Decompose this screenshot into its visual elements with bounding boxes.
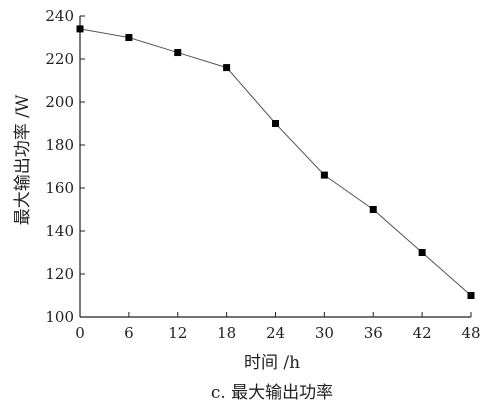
- data-series: [76, 25, 475, 299]
- y-tick-label: 180: [45, 136, 74, 154]
- tick-labels: 0 6 12 18 24 30 36 42 48 100 120 140 160 180 200 220 240: [45, 7, 480, 342]
- y-tick-label: 100: [45, 308, 74, 326]
- data-point: [125, 34, 133, 41]
- x-tick-label: 36: [364, 324, 383, 342]
- x-tick-label: 42: [413, 324, 432, 342]
- y-tick-label: 160: [45, 179, 74, 197]
- data-point: [467, 292, 475, 299]
- data-point: [369, 206, 377, 213]
- x-axis-label: 时间 /h: [244, 353, 300, 373]
- y-tick-label: 140: [45, 222, 74, 240]
- data-point: [174, 49, 182, 57]
- data-point: [76, 25, 84, 33]
- y-axis-label: 最大输出功率 /W: [13, 94, 33, 225]
- x-tick-label: 18: [217, 324, 236, 342]
- x-tick-label: 12: [168, 324, 187, 342]
- y-tick-label: 220: [45, 50, 74, 68]
- x-tick-label: 0: [75, 324, 85, 342]
- x-tick-label: 6: [124, 324, 134, 342]
- figure-caption: c. 最大输出功率: [211, 383, 333, 403]
- series-line: [79, 28, 472, 296]
- y-tick-label: 240: [45, 7, 74, 25]
- axes: [79, 16, 471, 318]
- data-point: [418, 249, 426, 256]
- tick-marks: [79, 15, 472, 318]
- x-tick-label: 30: [315, 324, 334, 342]
- y-tick-label: 120: [45, 265, 74, 283]
- x-tick-label: 24: [266, 324, 285, 342]
- data-point: [320, 171, 328, 179]
- data-point: [272, 120, 279, 127]
- x-tick-label: 48: [461, 324, 480, 342]
- y-tick-label: 200: [45, 93, 74, 111]
- data-point: [223, 64, 231, 72]
